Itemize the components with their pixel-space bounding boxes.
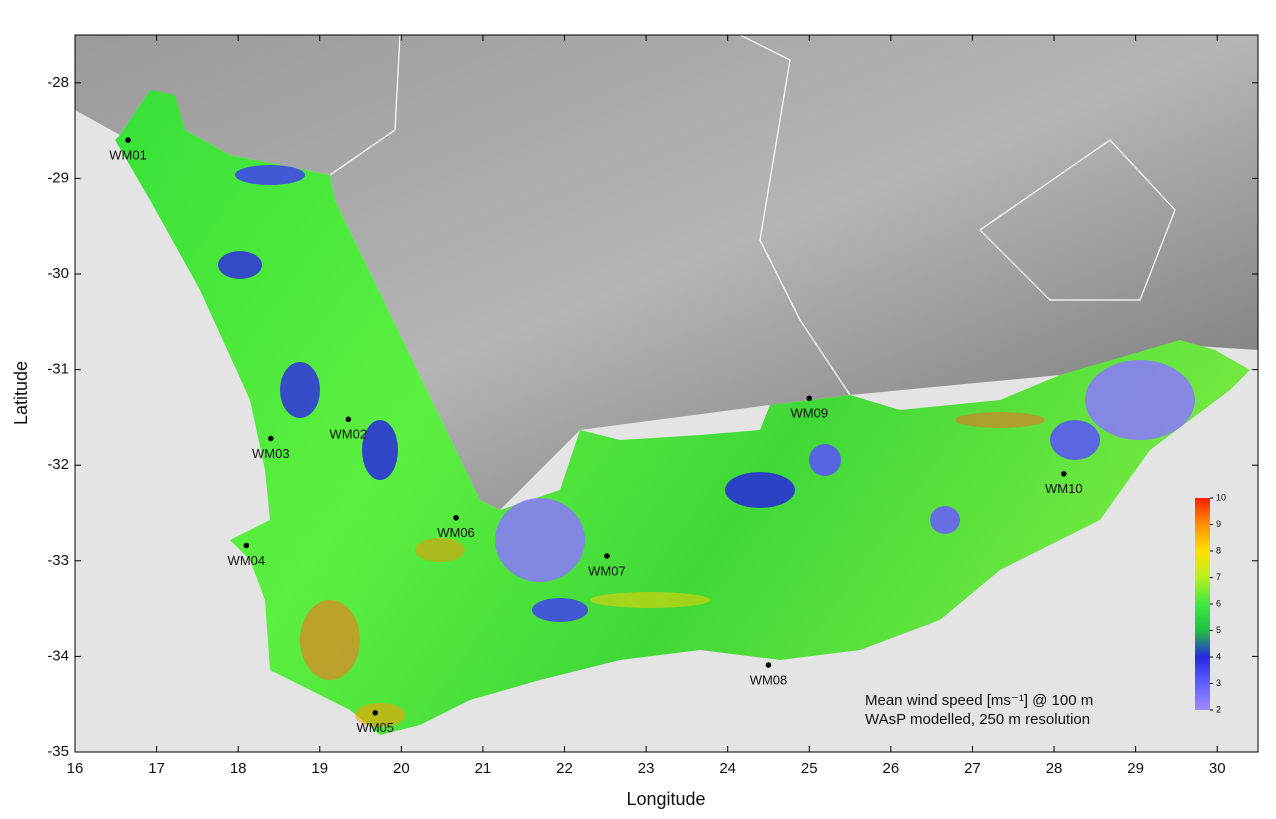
colorbar-tick-label: 9: [1216, 519, 1221, 529]
plot-frame: [74, 34, 1259, 753]
y-tick-label: -31: [47, 361, 69, 378]
station-marker: [125, 137, 131, 143]
map-background: [75, 35, 1258, 752]
y-tick-label: -33: [47, 552, 69, 569]
station-label: WM07: [588, 563, 626, 578]
x-tick-label: 24: [719, 760, 736, 777]
y-tick-label: -32: [47, 456, 69, 473]
station-marker: [268, 435, 274, 442]
province-border: [329, 35, 401, 176]
station-marker: [345, 416, 352, 423]
station-label: WM01: [109, 148, 147, 163]
station-label: WM02: [330, 427, 368, 442]
y-tick-label: -34: [47, 647, 69, 664]
y-tick-label: -28: [47, 74, 69, 91]
colorbar: [1195, 498, 1210, 710]
wind-field: [115, 90, 1250, 735]
wind-patches: [218, 165, 1195, 727]
station-label: WM03: [252, 446, 290, 461]
colorbar-tick-label: 4: [1216, 651, 1221, 661]
colorbar-tick-label: 6: [1216, 598, 1221, 608]
x-tick-label: 19: [311, 760, 328, 777]
colorbar-tick-label: 5: [1216, 625, 1221, 635]
colorbar-tick-label: 2: [1216, 704, 1221, 714]
province-border: [979, 139, 1176, 301]
x-axis-label: Longitude: [626, 789, 705, 809]
x-tick-label: 16: [67, 760, 84, 777]
colorbar-tick-label: 3: [1216, 678, 1221, 688]
station-label: WM10: [1045, 481, 1083, 496]
y-tick-label: -35: [47, 743, 69, 760]
station-marker: [1061, 471, 1067, 477]
y-tick-label: -29: [47, 169, 69, 186]
station-label: WM08: [750, 672, 788, 687]
colorbar-tick-label: 7: [1216, 572, 1221, 582]
x-tick-label: 22: [556, 760, 573, 777]
station-marker: [806, 395, 813, 402]
x-tick-label: 23: [638, 760, 655, 777]
x-tick-label: 29: [1127, 760, 1144, 777]
x-tick-label: 20: [393, 760, 410, 777]
station-label: WM09: [790, 406, 828, 421]
station-label: WM05: [356, 720, 394, 735]
station-marker: [604, 553, 610, 559]
x-tick-label: 25: [801, 760, 818, 777]
x-tick-label: 27: [964, 760, 981, 777]
annotation: WAsP modelled, 250 m resolution: [865, 711, 1090, 728]
station-marker: [243, 542, 250, 549]
x-tick-label: 28: [1046, 760, 1063, 777]
station-label: WM04: [228, 553, 266, 568]
station-marker: [765, 662, 772, 668]
terrain: [75, 35, 1258, 510]
y-tick-label: -30: [47, 265, 69, 282]
x-tick-label: 18: [230, 760, 247, 777]
y-axis-label: Latitude: [11, 361, 31, 425]
x-tick-label: 17: [148, 760, 165, 777]
colorbar-tick-label: 10: [1216, 492, 1226, 502]
x-tick-label: 21: [475, 760, 492, 777]
station-marker: [453, 514, 459, 521]
annotation: Mean wind speed [ms⁻¹] @ 100 m: [865, 692, 1093, 709]
x-tick-label: 30: [1209, 760, 1226, 777]
station-label: WM06: [437, 525, 475, 540]
colorbar-tick-label: 8: [1216, 545, 1221, 555]
x-tick-label: 26: [883, 760, 900, 777]
station-marker: [372, 710, 379, 716]
province-border: [739, 35, 851, 396]
